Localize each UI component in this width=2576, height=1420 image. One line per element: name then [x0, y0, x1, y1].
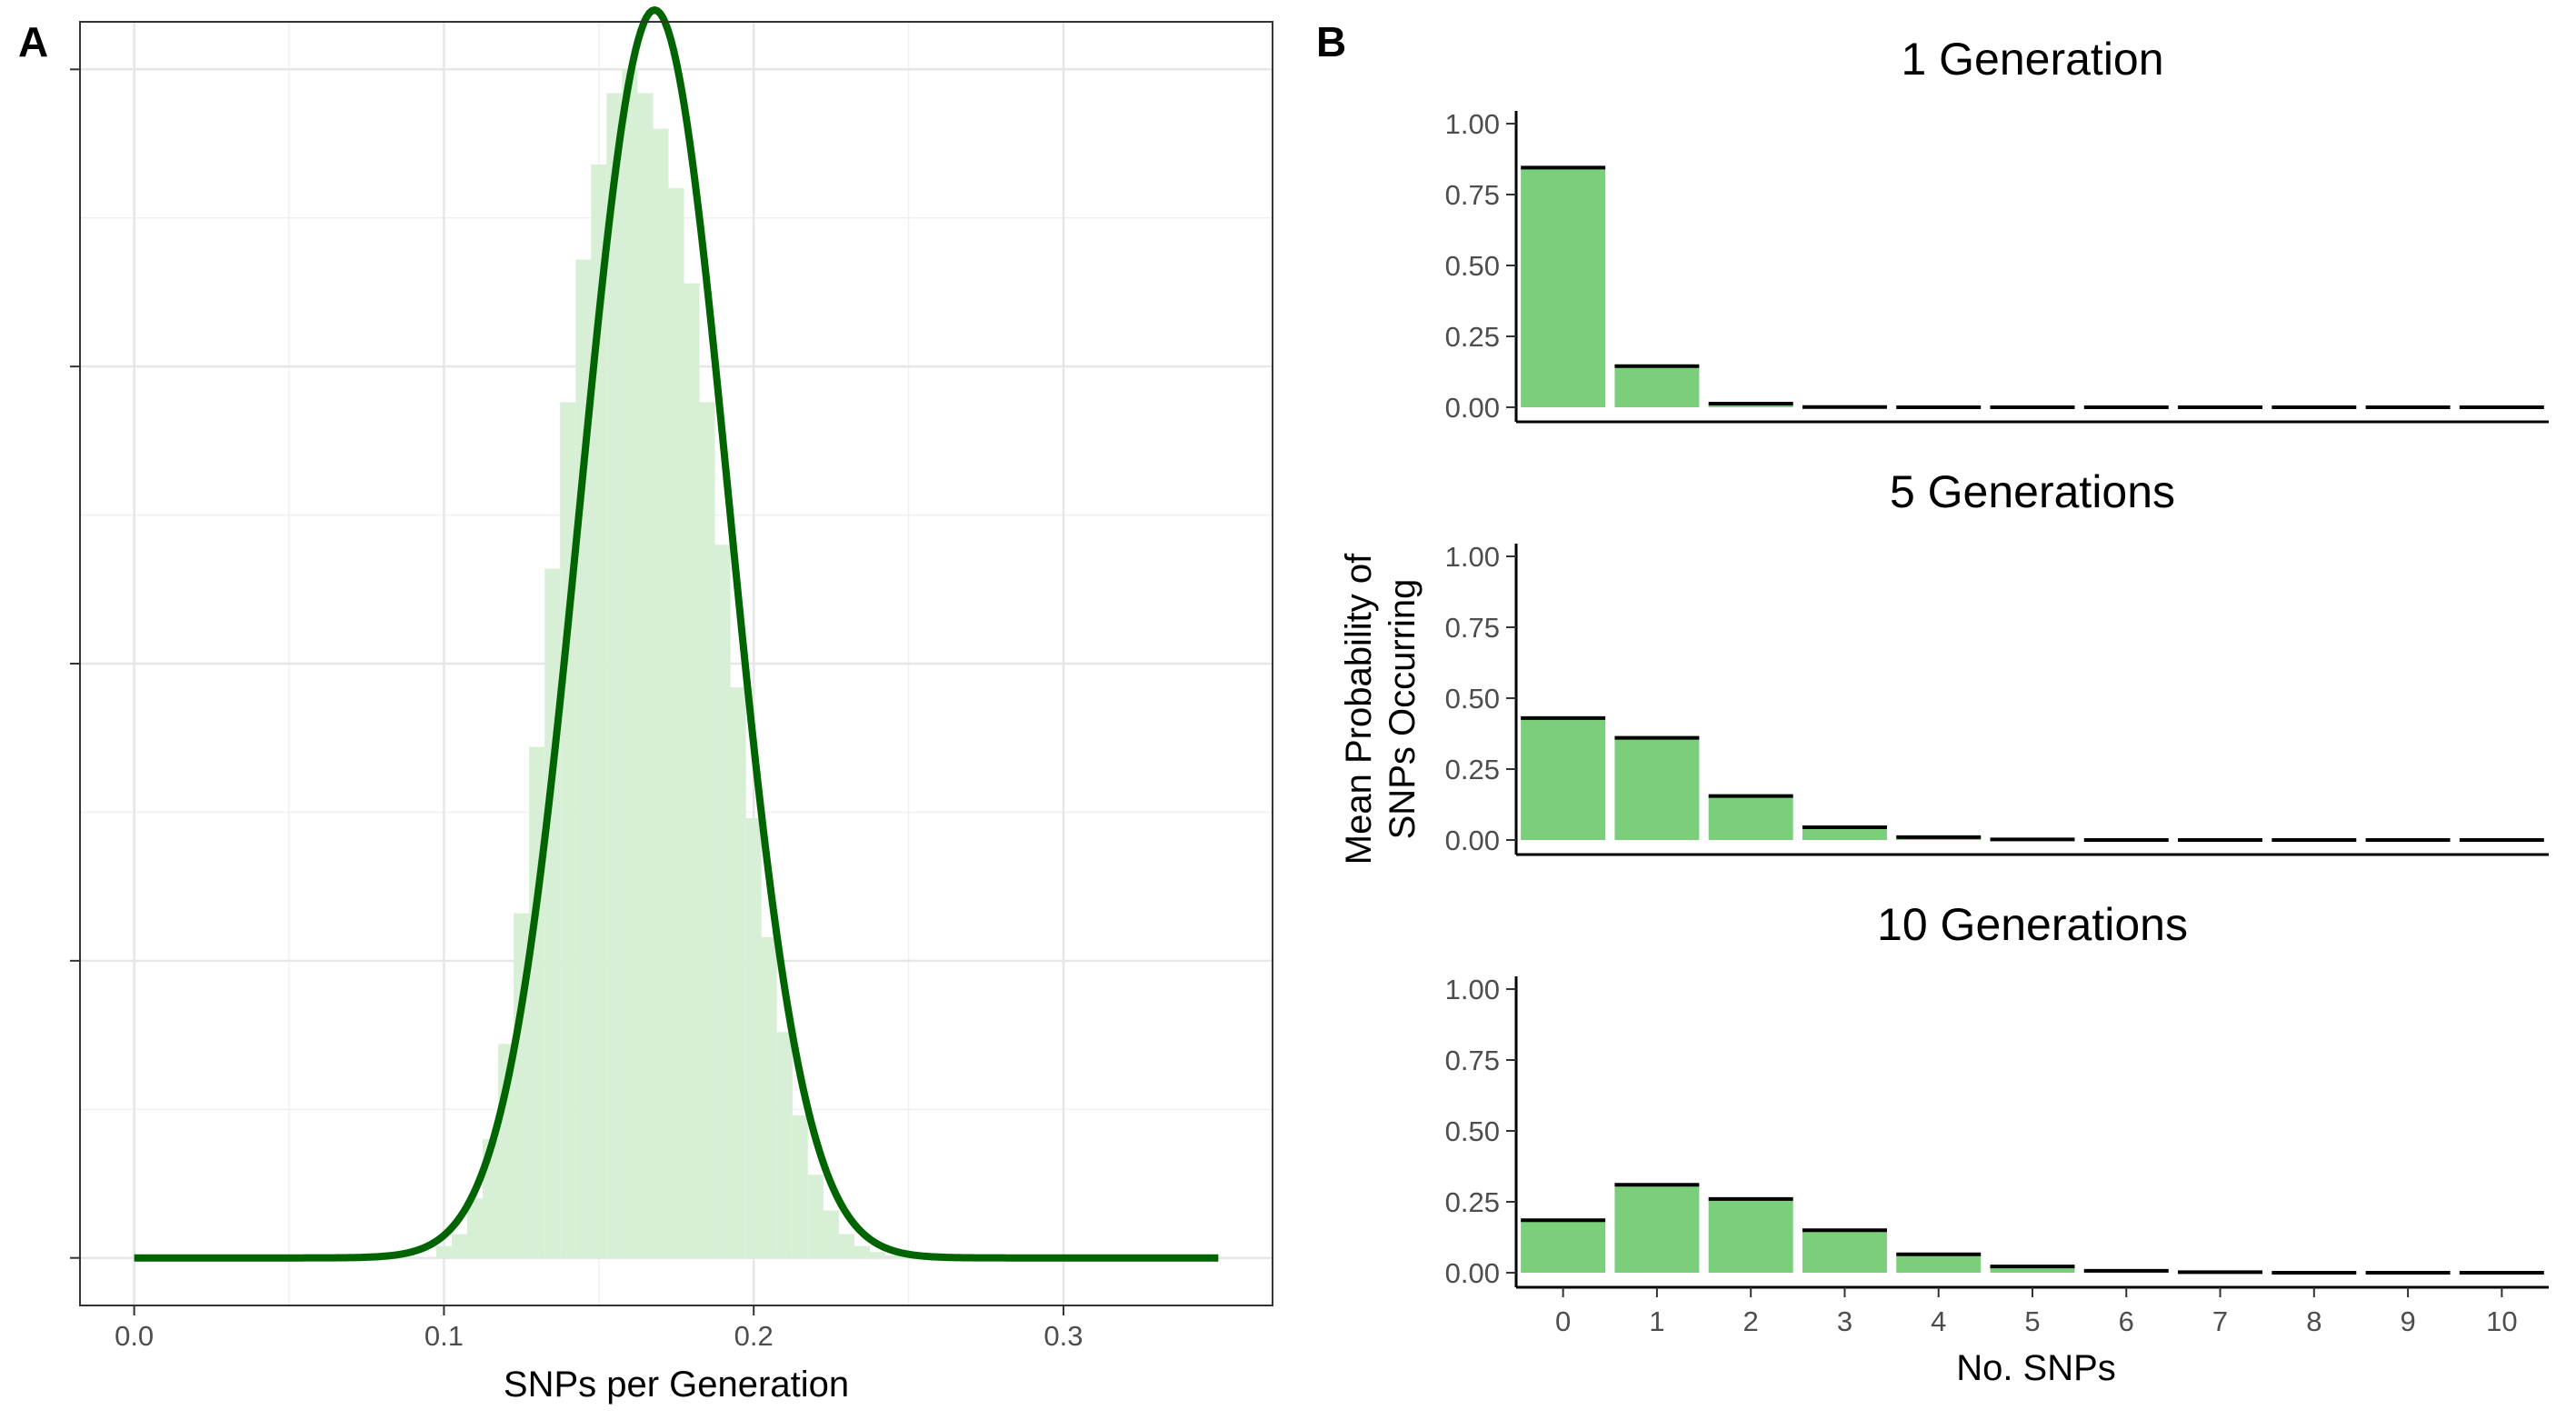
facet-title: 1 Generation — [1901, 34, 2163, 85]
facet-y-tick-label: 0.75 — [1445, 612, 1500, 644]
facet-y-tick-label: 0.75 — [1445, 1045, 1500, 1076]
facet-1: 1 Generation 0.00 0.25 0.50 0.75 1.00 — [1445, 34, 2549, 424]
bar — [1708, 403, 1793, 407]
facet-x-tick-label: 5 — [2024, 1305, 2040, 1337]
facet-x-tick-label: 8 — [2306, 1305, 2321, 1337]
facet-y-tick-label: 0.75 — [1445, 179, 1500, 211]
facet-y-tick-label: 0.25 — [1445, 321, 1500, 353]
bar — [1614, 1185, 1700, 1273]
histogram-bar — [745, 817, 762, 1258]
facet-title: 5 Generations — [1890, 466, 2175, 517]
histogram-bar — [776, 1032, 793, 1258]
facet-title: 10 Generations — [1877, 899, 2188, 950]
facet-y-tick-label: 1.00 — [1445, 974, 1500, 1005]
x-tick-label: 0.3 — [1043, 1320, 1083, 1352]
histogram-bar — [466, 1198, 484, 1258]
histogram-bar — [606, 93, 623, 1258]
bar — [1521, 167, 1606, 408]
bar — [1521, 1220, 1606, 1273]
histogram-bar — [653, 128, 669, 1258]
facet-x-tick-label: 0 — [1555, 1305, 1571, 1337]
facet-x-tick-label: 3 — [1837, 1305, 1852, 1337]
histogram-bar — [637, 93, 654, 1258]
facet-y-tick-label: 0.00 — [1445, 825, 1500, 856]
panel-a-axis-ticks: 0.0 0.1 0.2 0.3 — [70, 68, 1083, 1352]
facet-y-tick-label: 0.00 — [1445, 392, 1500, 424]
histogram-bar — [684, 283, 700, 1258]
histogram-bar — [885, 1255, 902, 1258]
facet-2: 5 Generations 0.00 0.25 0.50 0.75 1.00 — [1445, 466, 2549, 856]
density-curve-line — [133, 5, 1220, 1262]
panel-a-plot: 0.0 0.1 0.2 0.3 SNPs per Generation — [70, 5, 1273, 1405]
panel-b-letter: B — [1316, 18, 1346, 65]
facet-x-tick-label: 2 — [1743, 1305, 1759, 1337]
bar — [1614, 365, 1700, 407]
x-tick-label: 0.0 — [115, 1320, 154, 1352]
histogram-bar — [435, 1245, 452, 1258]
bar — [1614, 737, 1700, 840]
facet-x-tick-label: 10 — [2486, 1305, 2517, 1337]
bar — [1708, 795, 1793, 840]
facet-x-tick-label: 1 — [1649, 1305, 1664, 1337]
panel-a-letter: A — [18, 18, 48, 65]
bar — [1896, 1254, 1982, 1273]
histogram-bar — [823, 1210, 839, 1258]
bar — [1802, 826, 1887, 840]
histogram-bar — [869, 1252, 886, 1258]
bar — [1802, 1230, 1887, 1273]
x-tick-label: 0.1 — [424, 1320, 464, 1352]
histogram-bar — [451, 1234, 467, 1258]
histogram-bar — [730, 687, 746, 1258]
panel-b-x-axis-ticks: 0 1 2 3 4 5 6 7 8 9 10 — [1555, 1287, 2518, 1337]
histogram-bar — [807, 1175, 824, 1258]
histogram-bar — [854, 1245, 870, 1258]
histogram-bar — [668, 188, 684, 1258]
facet-3: 10 Generations 0.00 0.25 0.50 0.75 1.00 — [1445, 899, 2549, 1289]
histogram-bar — [838, 1234, 854, 1258]
facet-y-tick-label: 0.00 — [1445, 1257, 1500, 1289]
panel-a-density-curve — [133, 5, 1220, 1262]
facet-y-tick-label: 1.00 — [1445, 108, 1500, 140]
bar — [1990, 1266, 2075, 1273]
panel-a-histogram — [435, 69, 902, 1258]
bar — [1521, 717, 1606, 840]
panel-b-x-axis-title: No. SNPs — [1956, 1348, 2116, 1388]
facet-y-tick-label: 0.25 — [1445, 754, 1500, 785]
histogram-bar — [622, 69, 638, 1258]
histogram-bar — [529, 746, 545, 1258]
histogram-bar — [560, 402, 576, 1258]
panel-a-x-axis-title: SNPs per Generation — [504, 1365, 849, 1405]
histogram-bar — [792, 1115, 808, 1258]
facet-x-tick-label: 4 — [1931, 1305, 1946, 1337]
facet-y-tick-label: 0.50 — [1445, 1115, 1500, 1147]
bar — [1708, 1198, 1793, 1273]
facet-y-tick-label: 0.50 — [1445, 683, 1500, 715]
facet-x-tick-label: 9 — [2400, 1305, 2415, 1337]
panel-b-y-axis-title: Mean Probability of SNPs Occurring — [1339, 553, 1423, 865]
x-tick-label: 0.2 — [734, 1320, 774, 1352]
histogram-bar — [544, 568, 561, 1258]
facet-x-tick-label: 6 — [2119, 1305, 2134, 1337]
facet-y-tick-label: 0.50 — [1445, 250, 1500, 282]
facet-y-tick-label: 1.00 — [1445, 541, 1500, 573]
histogram-bar — [761, 936, 777, 1258]
facet-y-tick-label: 0.25 — [1445, 1186, 1500, 1218]
histogram-bar — [699, 402, 715, 1258]
histogram-bar — [714, 545, 731, 1258]
facet-x-tick-label: 7 — [2212, 1305, 2228, 1337]
histogram-bar — [591, 164, 607, 1258]
